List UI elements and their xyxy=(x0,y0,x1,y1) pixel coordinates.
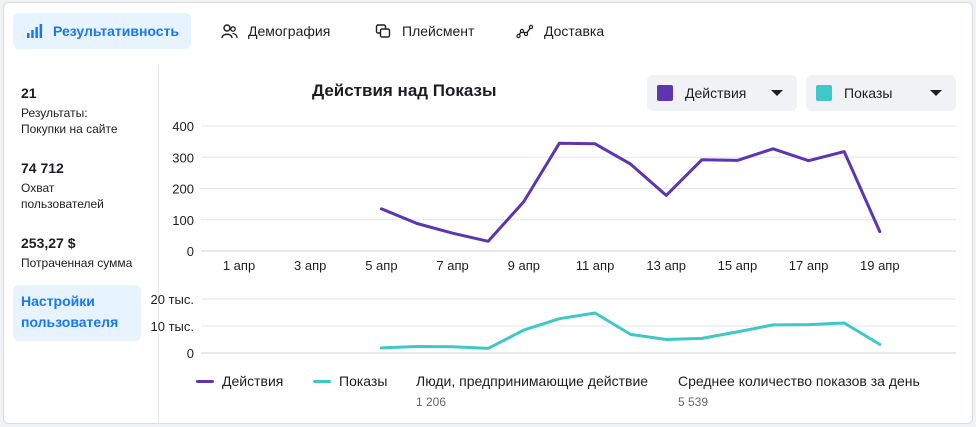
x-tick-label: 1 апр xyxy=(223,258,255,273)
y-tick-label: 200 xyxy=(172,182,194,197)
stat-spent: 253,27 $ Потраченная сумма xyxy=(21,235,132,271)
tab-label: Демография xyxy=(248,23,331,39)
tab-label: Доставка xyxy=(544,23,605,39)
stat-reach: 74 712 Охват пользователей xyxy=(21,160,104,212)
y-tick-label: 0 xyxy=(187,346,194,361)
summary-title: Среднее количество показов за день xyxy=(678,373,920,389)
summary-value: 1 206 xyxy=(416,395,447,409)
y-tick-label: 20 тыс. xyxy=(151,292,194,307)
x-tick-label: 19 апр xyxy=(860,258,900,273)
x-tick-label: 17 апр xyxy=(789,258,829,273)
x-tick-label: 13 апр xyxy=(646,258,686,273)
stat-results: 21 Результаты: Покупки на сайте xyxy=(21,85,118,137)
delivery-icon xyxy=(516,24,534,39)
stat-value: 21 xyxy=(21,85,37,101)
y-tick-label: 100 xyxy=(172,213,194,228)
user-settings-button[interactable]: Настройки пользователя xyxy=(13,285,141,341)
tab-label: Плейсмент xyxy=(402,23,475,39)
settings-button-line: пользователя xyxy=(21,314,119,330)
x-tick-label: 5 апр xyxy=(365,258,397,273)
y-tick-label: 300 xyxy=(172,150,194,165)
series-line-actions xyxy=(379,141,882,243)
select-label: Показы xyxy=(844,85,893,101)
y-tick-label: 10 тыс. xyxy=(151,319,194,334)
stat-label: Потраченная сумма xyxy=(21,255,132,271)
select-label: Действия xyxy=(685,85,747,101)
tab-delivery[interactable]: Доставка xyxy=(504,13,616,49)
y-tick-label: 0 xyxy=(187,244,194,259)
settings-button-line: Настройки xyxy=(21,293,95,309)
tab-performance[interactable]: Результативность xyxy=(13,13,192,49)
color-swatch xyxy=(657,85,673,101)
legend-item-impressions[interactable]: Показы xyxy=(313,373,387,389)
summary-people-actions: Люди, предпринимающие действие 1 206 xyxy=(416,373,648,409)
legend-line xyxy=(196,379,214,383)
stat-value: 253,27 $ xyxy=(21,235,76,251)
x-tick-label: 7 апр xyxy=(436,258,468,273)
tab-label: Результативность xyxy=(53,23,180,39)
people-icon xyxy=(221,24,238,39)
chart-layer: 0 100 200 300 400 0 10 тыс. 20 тыс. 1 апр 3 апр 5 … xyxy=(151,119,956,361)
legend-line xyxy=(313,379,331,383)
stat-label-line: Результаты: xyxy=(21,106,88,120)
line-chart: 0 100 200 300 400 0 10 тыс. 20 тыс. 1 апр 3 апр 5 … xyxy=(151,119,956,361)
legend-label: Показы xyxy=(339,373,388,389)
tab-bar: Результативность Демография Плейсмент xyxy=(4,3,972,53)
stat-value: 74 712 xyxy=(21,160,64,176)
series-line-impressions xyxy=(379,311,882,350)
x-tick-label: 9 апр xyxy=(508,258,540,273)
stat-label-line: Потраченная сумма xyxy=(21,256,133,270)
summary-avg-impressions: Среднее количество показов за день 5 539 xyxy=(678,373,920,409)
x-tick-label: 11 апр xyxy=(576,258,615,273)
summary-title: Люди, предпринимающие действие xyxy=(416,373,649,389)
legend-label: Действия xyxy=(222,373,284,389)
summary-sidebar: 21 Результаты: Покупки на сайте 74 712 О… xyxy=(4,65,159,423)
metric-select-actions[interactable]: Действия xyxy=(647,75,797,111)
x-tick-label: 15 апр xyxy=(718,258,758,273)
tab-demography[interactable]: Демография xyxy=(208,13,342,49)
insights-card: Результативность Демография Плейсмент xyxy=(3,2,973,424)
chart-title: Действия над Показы xyxy=(312,81,497,100)
stat-label-line: Покупки на сайте xyxy=(21,122,118,136)
summary-value: 5 539 xyxy=(678,395,709,409)
stat-label-line: Охват xyxy=(21,181,55,195)
stat-label-line: пользователей xyxy=(21,197,104,211)
caret-down-icon xyxy=(771,90,783,96)
legend-item-actions[interactable]: Действия xyxy=(196,373,283,389)
y-tick-label: 400 xyxy=(172,119,194,134)
stat-label: Результаты: Покупки на сайте xyxy=(21,105,118,137)
placement-icon xyxy=(375,24,391,38)
stat-label: Охват пользователей xyxy=(21,180,104,212)
caret-down-icon xyxy=(930,90,942,96)
bar-chart-icon xyxy=(27,24,43,38)
metric-select-impressions[interactable]: Показы xyxy=(806,75,956,111)
x-tick-label: 3 апр xyxy=(294,258,326,273)
tab-placement[interactable]: Плейсмент xyxy=(362,13,486,49)
color-swatch xyxy=(816,85,832,101)
